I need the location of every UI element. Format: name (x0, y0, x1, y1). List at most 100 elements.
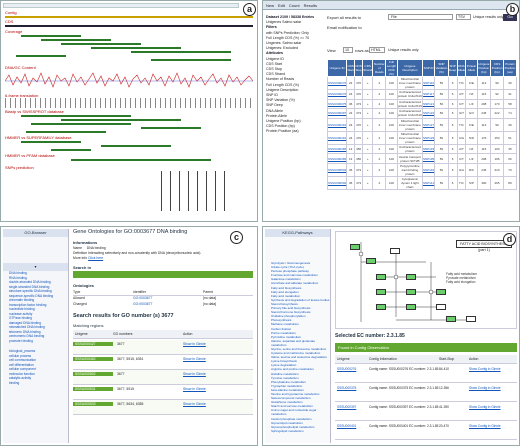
row-link[interactable]: SSSU000276 (326, 89, 348, 100)
more-info-link[interactable]: Click here (88, 256, 104, 260)
sidebar-entry[interactable]: CDS Position (bp) (266, 124, 295, 129)
pathway-item[interactable]: Galactose metabolism (271, 277, 301, 282)
match-unigene-link[interactable]: SSSU000533 (73, 402, 113, 406)
column-header[interactable]: SNP ID (421, 59, 436, 77)
coverage-read[interactable] (151, 59, 231, 61)
snp-markers[interactable] (161, 171, 231, 211)
coverage-read[interactable] (21, 35, 81, 37)
pathway-item[interactable]: Glycine, serine and threonine metabolism (271, 346, 327, 351)
toolbar-results-button[interactable]: Results (303, 2, 317, 8)
enzyme-node[interactable] (350, 244, 360, 250)
show-contig-link[interactable]: Show Contig in Ginnie (469, 367, 501, 371)
row-link[interactable]: SNP116 (421, 76, 436, 90)
onto-identifier-link[interactable]: GO:0003677 (133, 296, 153, 300)
pathway-item[interactable]: Sphingolipid metabolism (271, 428, 304, 433)
enzyme-node[interactable] (446, 316, 456, 322)
sidebar-entry[interactable]: DNA Allele (266, 108, 283, 113)
column-header[interactable]: DNA Allele (456, 59, 467, 77)
sidebar-entry[interactable]: SNP ID (266, 93, 278, 98)
row-link[interactable]: SNP129 (421, 130, 436, 145)
pathway-item[interactable]: Inositol phosphate metabolism (271, 416, 312, 421)
enzyme-node[interactable] (436, 304, 446, 310)
enzyme-node[interactable] (406, 289, 416, 295)
show-in-ginnie-link[interactable]: Show in Ginnie (183, 387, 206, 391)
toolbar-count-button[interactable]: Count (288, 2, 300, 8)
toolbar-edit-button[interactable]: Edit (278, 2, 285, 8)
sidebar-entry[interactable]: CDS Strand (266, 72, 286, 77)
show-in-ginnie-link[interactable]: Show in Ginnie (183, 402, 206, 406)
sidebar-entry[interactable]: SNP Deep (266, 103, 283, 108)
column-header[interactable]: SNP Variation (%) (434, 59, 449, 77)
onto-identifier-link[interactable]: GO:0003677 (133, 302, 153, 306)
pathway-item[interactable]: Primary bile acid biosynthesis (271, 306, 311, 311)
kegg-unigene-link[interactable]: SSSU000397 (337, 405, 357, 409)
go-tree-item[interactable]: cell communication (9, 358, 37, 362)
rows-format-select[interactable]: HTML (369, 47, 385, 53)
show-in-ginnie-link[interactable]: Show in Ginnie (183, 372, 206, 376)
go-tree-item[interactable]: centromeric DNA binding (9, 334, 45, 338)
column-header[interactable]: CDS Position (bp) (490, 59, 504, 77)
match-unigene-link[interactable]: SSSU000427 (73, 342, 113, 346)
go-tree-item[interactable]: cell differentiation (9, 362, 34, 367)
enzyme-node[interactable] (376, 304, 386, 310)
row-link[interactable]: SSSU000401 (326, 117, 348, 132)
go-tree-item[interactable]: molecular function (9, 371, 35, 376)
pathway-item[interactable]: Glutathione metabolism (271, 400, 303, 405)
pathway-item[interactable]: Methane metabolism (271, 322, 299, 327)
pathway-item[interactable]: Taurine and hypotaurine metabolism (271, 392, 320, 396)
enzyme-node[interactable] (376, 274, 386, 280)
enzyme-node[interactable] (406, 304, 416, 310)
column-header[interactable]: Unigene Position (bp) (476, 59, 492, 77)
go-tree-item[interactable]: nuclease activity (9, 311, 33, 316)
go-button[interactable]: Go (503, 14, 517, 21)
pathway-item[interactable]: Fatty acid elongation (271, 289, 299, 294)
row-link[interactable]: SNP141 (421, 175, 436, 190)
pathway-item[interactable]: Photosynthesis (271, 318, 292, 323)
column-header[interactable]: CDS Strand (361, 59, 374, 77)
show-contig-link[interactable]: Show Contig in Ginnie (469, 424, 501, 428)
go-tree-item[interactable]: biological_process (9, 349, 36, 353)
go-tree-item[interactable]: chromatin binding (9, 298, 35, 302)
search-in-bar[interactable] (73, 271, 253, 278)
column-header[interactable]: Unigene ID (326, 59, 348, 77)
go-tree-item[interactable]: nucleotide binding (9, 307, 35, 311)
row-link[interactable]: SNP121 (421, 98, 436, 110)
superfamily-hit[interactable] (21, 141, 81, 143)
sidebar-entry[interactable]: CDS Start (266, 61, 283, 66)
go-tree-item[interactable]: telomeric DNA binding (9, 329, 41, 334)
cds-bar[interactable] (5, 25, 253, 27)
row-link[interactable]: SSSU000465 (326, 143, 348, 155)
show-in-ginnie-link[interactable]: Show in Ginnie (183, 357, 206, 361)
pathway-item[interactable]: Lysine degradation (271, 363, 297, 368)
column-header[interactable]: CDS Stop (354, 59, 364, 77)
pathway-map[interactable]: FATTY ACID BIOSYNTHESIS (part 1) Fatty a… (335, 231, 517, 329)
pathway-item[interactable]: Oxidative phosphorylation (271, 314, 306, 319)
row-link[interactable]: SNP122 (421, 108, 436, 119)
sidebar-entry[interactable]: CDS Stop (266, 67, 282, 72)
coverage-read[interactable] (91, 47, 181, 49)
row-link[interactable]: SSSU000502 (326, 175, 348, 190)
pathway-item[interactable]: Pentose phosphate pathway (271, 269, 309, 274)
go-tree-item[interactable]: double-stranded DNA binding (9, 280, 51, 284)
row-link[interactable]: SSSU000276 (326, 76, 348, 90)
pathway-item[interactable]: Starch and sucrose metabolism (271, 404, 314, 409)
show-in-ginnie-link[interactable]: Show in Ginnie (183, 342, 206, 346)
blastp-hit[interactable] (26, 131, 106, 133)
pathway-item[interactable]: Valine, leucine and isoleucine degradati… (271, 355, 327, 360)
enzyme-node[interactable] (390, 248, 400, 254)
match-unigene-link[interactable]: SSSU000452 (73, 357, 113, 361)
superfamily-hit[interactable] (101, 145, 171, 147)
go-tree-item[interactable]: binding (9, 380, 20, 385)
match-unigene-link[interactable]: SSSU000531 (73, 387, 113, 391)
superfamily-hit[interactable] (51, 149, 91, 151)
enzyme-node[interactable] (376, 289, 386, 295)
sidebar-entry[interactable]: Protein Allele (266, 113, 287, 118)
row-link[interactable]: SNP127 (421, 117, 436, 132)
go-tree-item[interactable]: DNA binding (9, 271, 27, 275)
blastp-hit[interactable] (21, 115, 131, 117)
column-header[interactable]: Number of Reads (372, 59, 387, 77)
sidebar-entry[interactable]: Number of Reads (266, 77, 295, 82)
sidebar-entry[interactable]: Unigene ID (266, 56, 284, 61)
pathway-item[interactable]: Cysteine and methionine metabolism (271, 351, 321, 356)
sidebar-entry[interactable]: SNP Variation (%) (266, 98, 295, 103)
